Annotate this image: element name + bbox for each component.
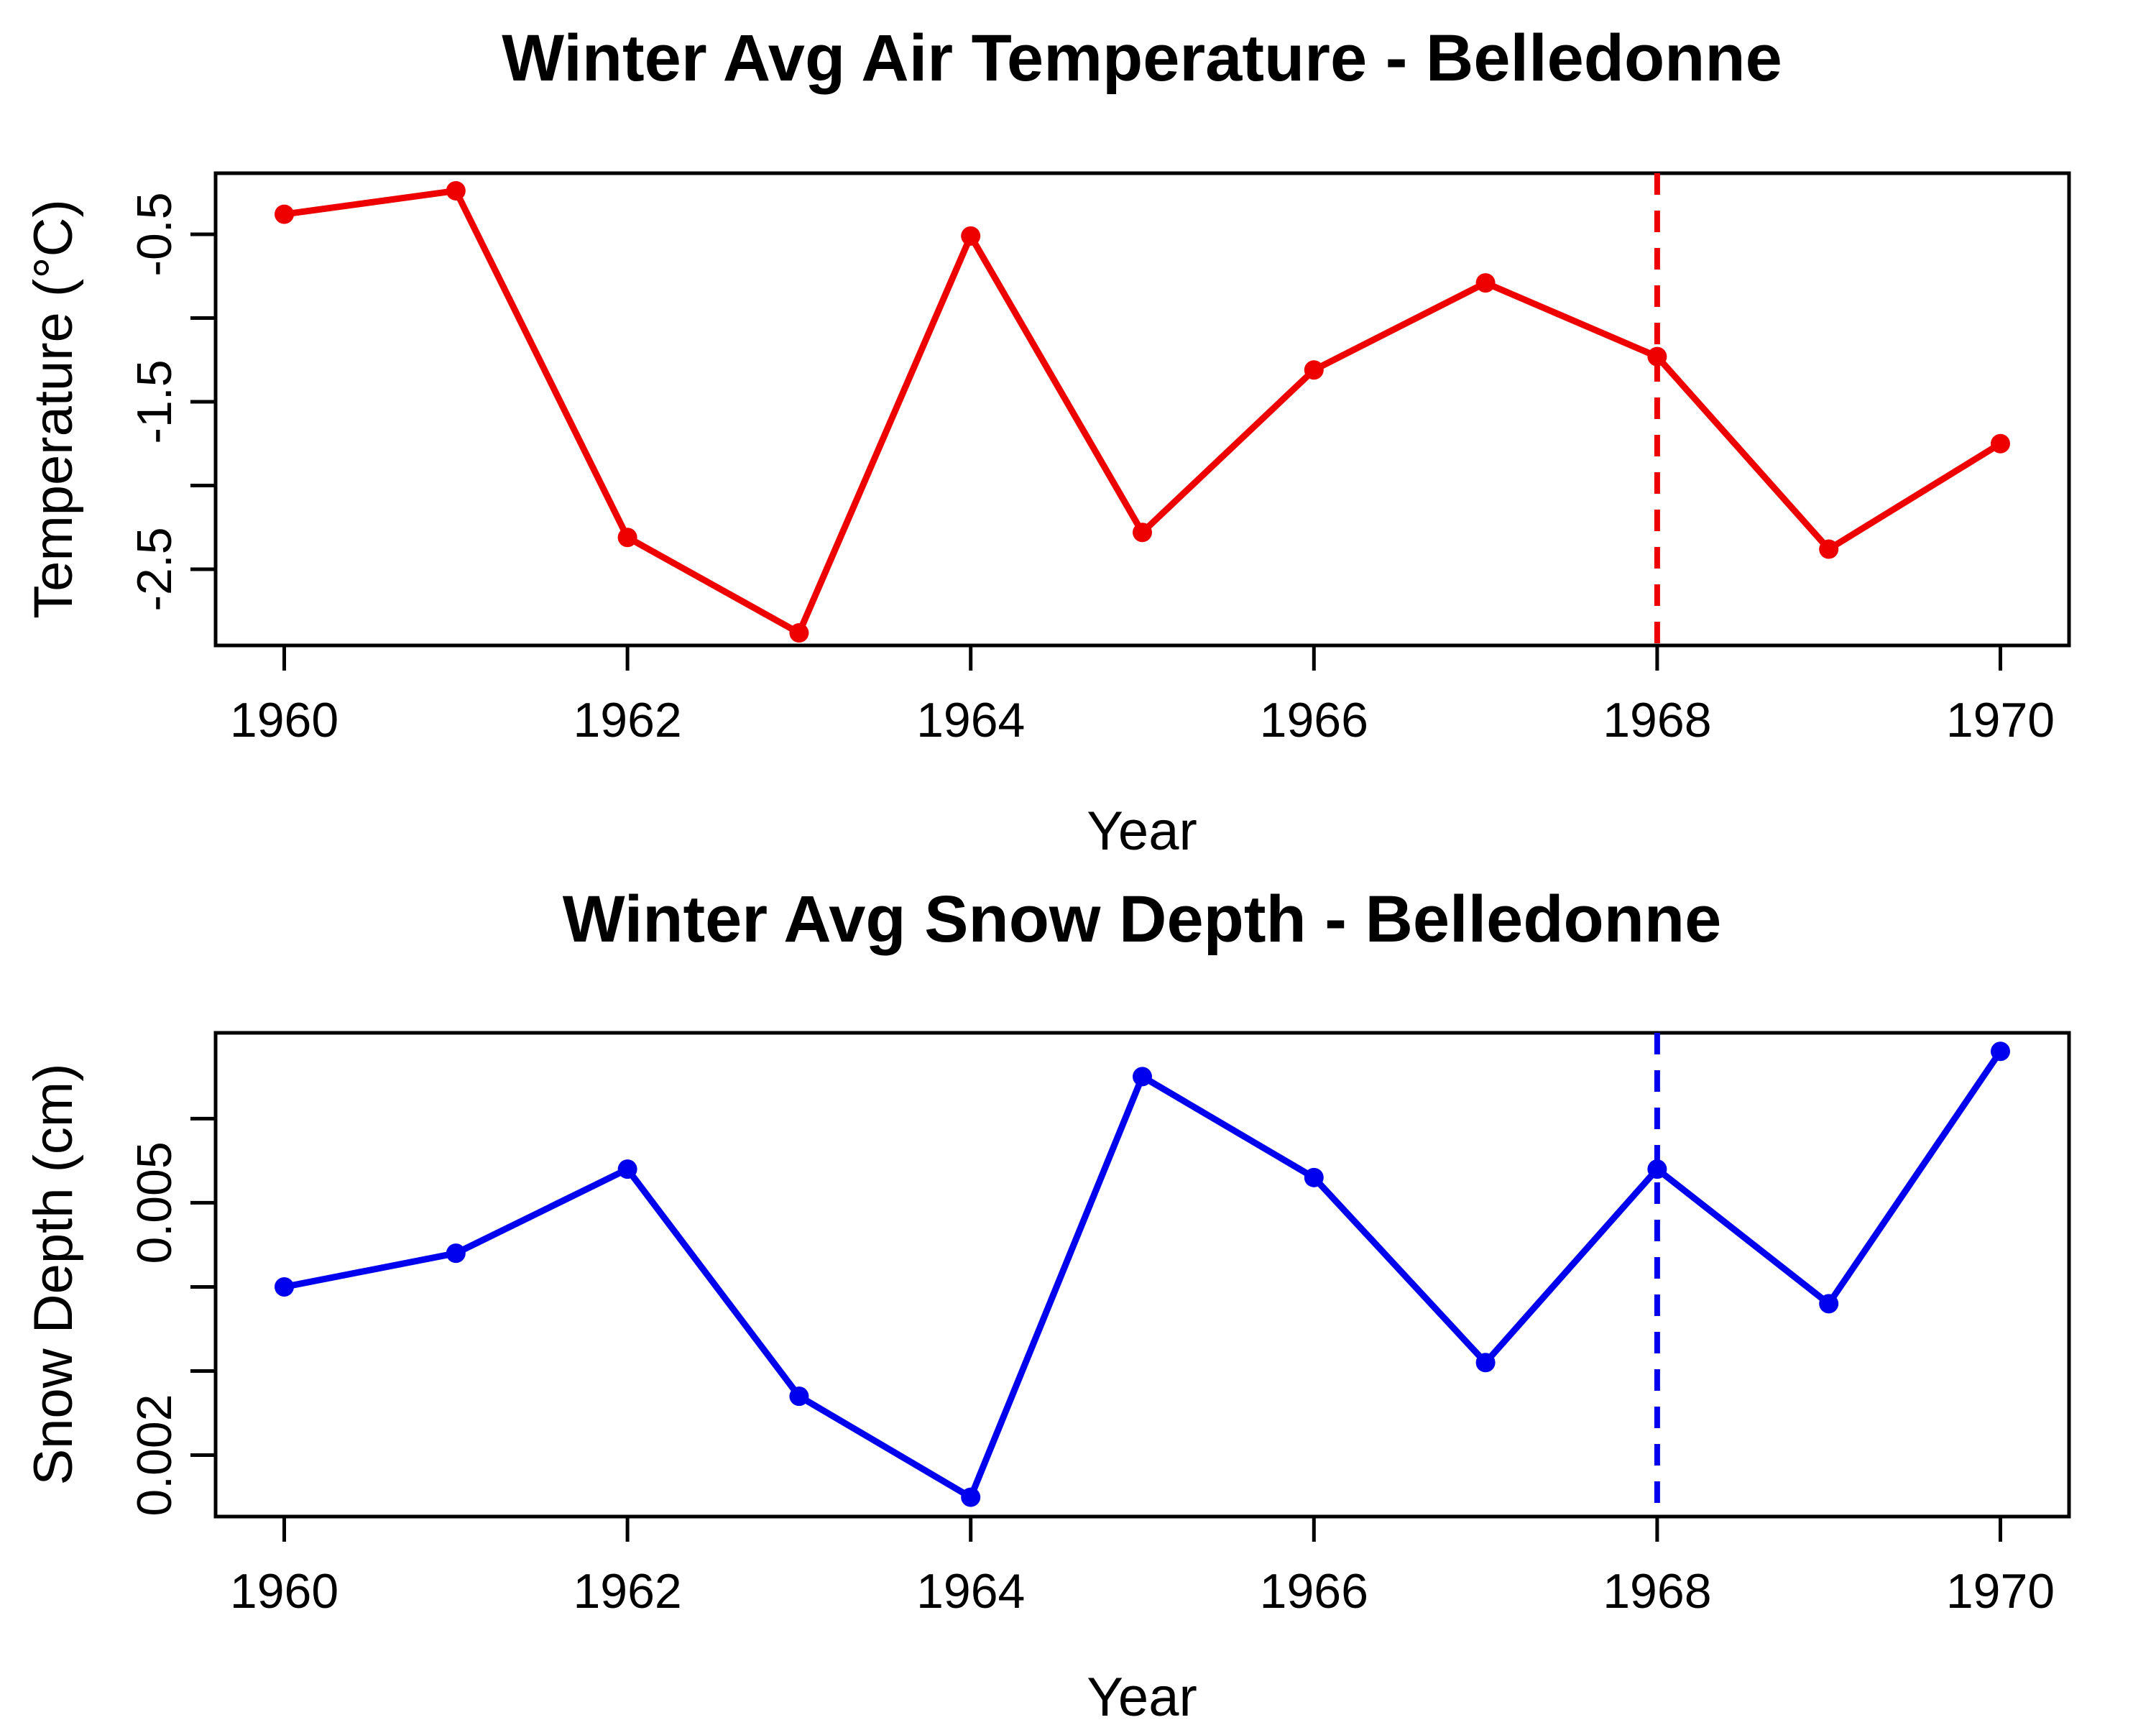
- temperature-point-1966: [1304, 360, 1324, 380]
- temperature-x-axis-title: Year: [1087, 801, 1197, 862]
- snow-depth-point-1960: [275, 1276, 295, 1297]
- snow-depth-x-axis-title: Year: [1087, 1667, 1197, 1725]
- snow-depth-x-tick-label-1970: 1970: [1946, 1564, 2055, 1619]
- snow-depth-plot-frame: [213, 1031, 2071, 1519]
- snow-depth-x-tick-label-1968: 1968: [1603, 1564, 1711, 1619]
- temperature-y-tick-label--1.5: -1.5: [127, 359, 182, 443]
- temperature-point-1961: [446, 180, 466, 201]
- temperature-y-axis-title: Temperature (°C): [23, 199, 84, 619]
- temperature-point-1962: [617, 528, 637, 548]
- snow-depth-plot-area: 1960 1962 1964 1966 1968 1970 0.002 0.005: [127, 1031, 2071, 1619]
- temperature-chart-title: Winter Avg Air Temperature - Belledonne: [502, 22, 1782, 95]
- temperature-point-1969: [1819, 539, 1839, 559]
- temperature-x-tick-label-1962: 1962: [573, 693, 681, 748]
- temperature-x-tick-label-1960: 1960: [230, 693, 338, 748]
- temperature-x-tick-label-1966: 1966: [1260, 693, 1368, 748]
- temperature-point-1968: [1647, 346, 1667, 367]
- snow-depth-point-1967: [1475, 1353, 1496, 1373]
- snow-depth-point-1970: [1990, 1041, 2010, 1062]
- snow-depth-point-1968: [1647, 1159, 1667, 1179]
- snow-depth-point-1962: [617, 1159, 637, 1179]
- snow-depth-point-1966: [1304, 1167, 1324, 1187]
- snow-depth-point-1969: [1819, 1294, 1839, 1314]
- snow-depth-chart: Winter Avg Snow Depth - Belledonne Year …: [23, 883, 2071, 1725]
- temperature-y-tick-label--2.5: -2.5: [127, 527, 182, 611]
- temperature-plot-frame: [213, 171, 2071, 648]
- snow-depth-x-tick-label-1962: 1962: [573, 1564, 681, 1619]
- snow-depth-series-line: [281, 1048, 2004, 1501]
- snow-depth-x-tick-label-1966: 1966: [1260, 1564, 1368, 1619]
- temperature-chart: Winter Avg Air Temperature - Belledonne …: [23, 22, 2071, 862]
- snow-depth-point-1965: [1133, 1067, 1152, 1087]
- temperature-point-1967: [1475, 273, 1496, 293]
- snow-depth-x-tick-label-1960: 1960: [230, 1564, 338, 1619]
- snow-depth-point-1961: [446, 1243, 466, 1264]
- snow-depth-y-tick-label-0.005: 0.005: [127, 1141, 182, 1264]
- snow-depth-point-1963: [789, 1386, 809, 1407]
- snow-depth-chart-title: Winter Avg Snow Depth - Belledonne: [563, 883, 1722, 956]
- temperature-point-1960: [275, 204, 295, 224]
- temperature-plot-area: 1960 1962 1964 1966 1968 1970 -0.5 -1.5 -2.5: [127, 171, 2071, 748]
- temperature-point-1963: [789, 623, 809, 643]
- temperature-point-1964: [961, 226, 981, 246]
- temperature-x-tick-label-1968: 1968: [1603, 693, 1711, 748]
- snow-depth-point-1964: [961, 1487, 981, 1507]
- snow-depth-y-axis-title: Snow Depth (cm): [23, 1063, 84, 1485]
- temperature-point-1965: [1133, 523, 1152, 543]
- temperature-point-1970: [1990, 433, 2010, 454]
- temperature-x-tick-label-1970: 1970: [1946, 693, 2055, 748]
- temperature-series-line: [281, 187, 2004, 637]
- snow-depth-y-tick-label-0.002: 0.002: [127, 1394, 182, 1516]
- temperature-y-tick-label--0.5: -0.5: [127, 192, 182, 276]
- temperature-x-tick-label-1964: 1964: [916, 693, 1025, 748]
- snow-depth-x-tick-label-1964: 1964: [916, 1564, 1025, 1619]
